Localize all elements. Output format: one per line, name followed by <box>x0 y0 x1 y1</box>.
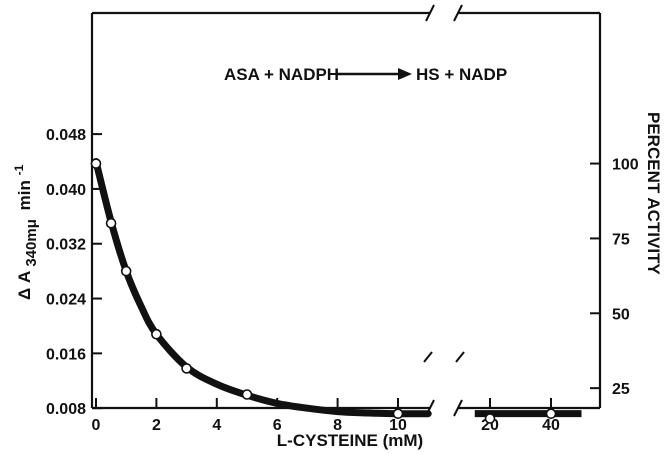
y-axis-label-unit: min <box>15 180 34 210</box>
fit-curves <box>92 158 582 418</box>
data-point <box>392 408 404 420</box>
x-axis-ticks: 0 2 4 6 8 10 20 40 <box>92 398 560 434</box>
y2-tick-label: 75 <box>612 231 630 248</box>
y2-tick-label: 100 <box>612 157 639 174</box>
x-tick-label: 4 <box>212 417 221 434</box>
break-mark-curve-right <box>455 351 465 363</box>
y2-tick-label: 25 <box>612 381 630 398</box>
x-axis-label: L-CYSTEINE (mM) <box>277 431 423 450</box>
break-mark-bottom-right <box>453 399 463 417</box>
data-point <box>120 265 132 277</box>
y-tick-label: 0.024 <box>46 292 86 309</box>
y-tick-label: 0.016 <box>46 346 86 363</box>
x-tick-label: 8 <box>333 417 342 434</box>
data-point <box>151 328 162 340</box>
y-axis-ticks: 0.008 0.016 0.024 0.032 0.040 0.048 <box>46 127 102 418</box>
reaction-arrow-head <box>398 68 412 80</box>
reaction-left-text: ASA + NADPH <box>224 65 339 84</box>
y-tick-label: 0.008 <box>46 401 86 418</box>
break-mark-top-left <box>425 4 435 22</box>
y2-axis-ticks: 25 50 75 100 <box>590 157 639 398</box>
y-axis-label-main: Δ A <box>15 271 34 300</box>
reaction-right-text: HS + NADP <box>416 65 507 84</box>
x-tick-label: 10 <box>389 417 407 434</box>
fit-curve-left <box>92 158 432 418</box>
x-tick-label: 0 <box>92 417 101 434</box>
plot-frame <box>90 11 602 410</box>
y2-tick-label: 50 <box>612 306 630 323</box>
y-axis-label-exp: -1 <box>12 164 26 175</box>
break-mark-curve-left <box>423 351 433 363</box>
data-point <box>90 158 102 169</box>
y2-axis-label: PERCENT ACTIVITY <box>644 112 663 275</box>
data-point <box>181 363 192 374</box>
svg-text:Δ A 340mμ min: Δ A 340mμ min -1 <box>12 164 40 300</box>
x-tick-label: 40 <box>542 417 560 434</box>
x-tick-label: 6 <box>273 417 282 434</box>
data-point <box>545 408 557 420</box>
reaction-annotation: ASA + NADPH HS + NADP <box>224 65 507 84</box>
break-mark-top-right <box>453 4 463 22</box>
axis-break-marks <box>423 4 465 417</box>
data-points <box>90 158 557 424</box>
y-tick-label: 0.048 <box>46 127 86 144</box>
data-point <box>105 217 117 229</box>
data-point <box>241 389 253 400</box>
y-tick-label: 0.032 <box>46 237 86 254</box>
data-point <box>484 413 496 424</box>
y-axis-label-sub: 340mμ <box>23 219 40 267</box>
y-axis-label: Δ A 340mμ min -1 <box>12 164 40 300</box>
x-tick-label: 2 <box>152 417 161 434</box>
y-tick-label: 0.040 <box>46 182 86 199</box>
